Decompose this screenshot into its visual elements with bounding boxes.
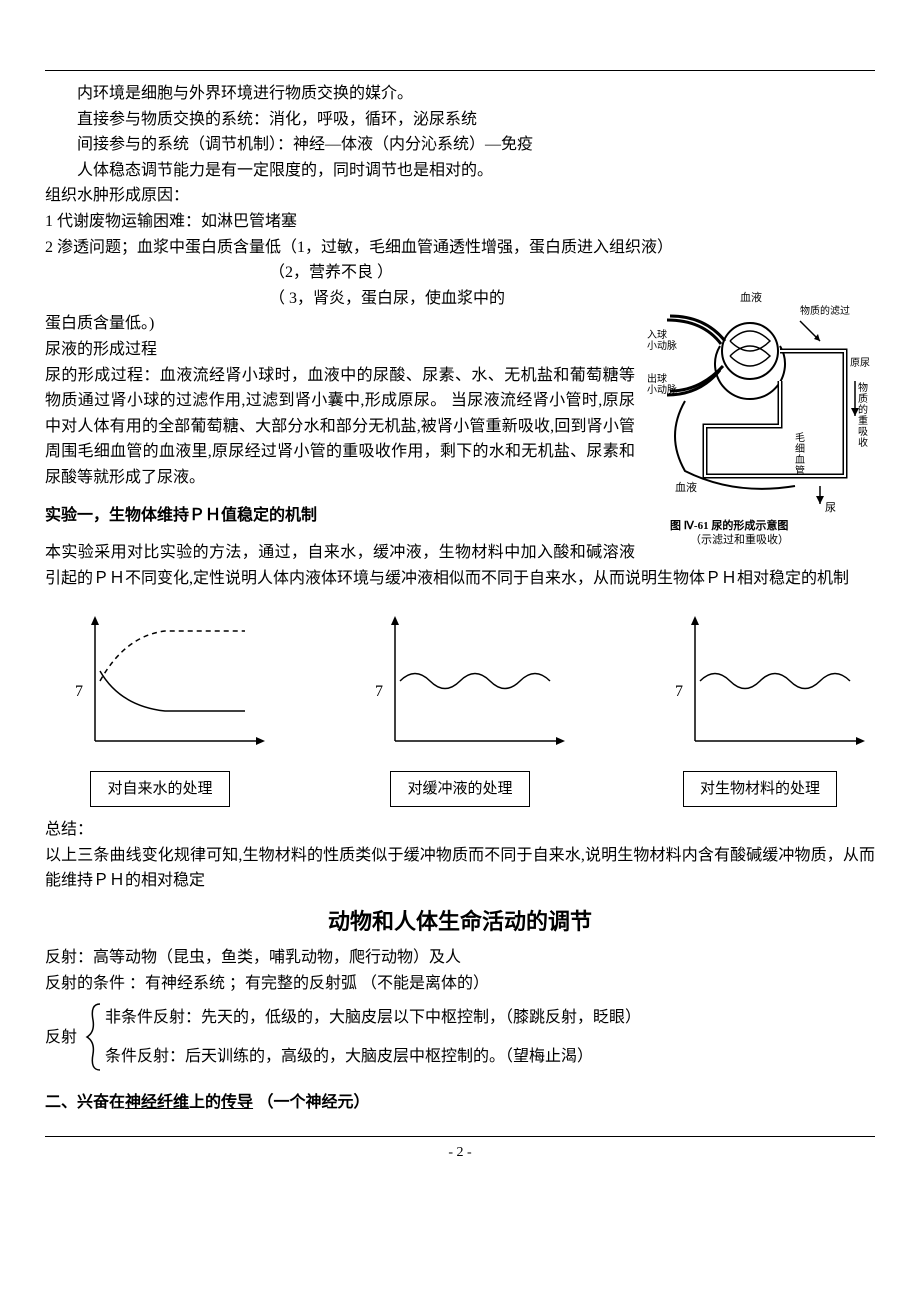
kidney-label-primary: 原尿 [850,357,870,369]
chart-2-svg: 7 [345,611,575,761]
kidney-label-filtrate: 物质的滤过 [800,304,850,317]
para-2: 直接参与物质交换的系统：消化，呼吸，循环，泌尿系统 [45,107,875,133]
svg-text:毛细血管: 毛细血管 [795,432,805,477]
kidney-label-blood-top: 血液 [740,290,762,304]
reflex-unconditional: 非条件反射：先天的，低级的，大脑皮层以下中枢控制，（膝跳反射，眨眼） [105,1005,641,1031]
reflex-conditional: 条件反射：后天训练的，高级的，大脑皮层中枢控制的。（望梅止渴） [105,1044,641,1070]
kidney-label-blood-bot: 血液 [675,480,697,494]
top-rule [45,70,875,71]
para-4: 人体稳态调节能力是有一定限度的，同时调节也是相对的。 [45,158,875,184]
para-5: 组织水肿形成原因： [45,183,875,209]
reflex-label: 反射 [45,1025,85,1051]
kidney-diagram-container: 血液 入球小动脉 出球小动脉 物质的滤过 原尿 毛细血管 物质的重吸收 血液 尿… [645,286,875,555]
chart-1-yaxis: 7 [75,683,83,700]
sec3-mid: 上的 [189,1094,221,1111]
section-3-title: 二、兴奋在神经纤维上的传导 （一个神经元） [45,1090,875,1116]
para-8: （2，营养不良 ） [45,260,875,286]
sec3-u2: 传导 [221,1094,253,1111]
sec3-pre: 二、兴奋在 [45,1094,125,1111]
chart-2: 7 对缓冲液的处理 [345,611,575,807]
reflex-brace-block: 反射 非条件反射：先天的，低级的，大脑皮层以下中枢控制，（膝跳反射，眨眼） 条件… [45,1002,875,1072]
chart-3-svg: 7 [645,611,875,761]
chart-1-caption: 对自来水的处理 [90,771,229,807]
reflex-line-2: 反射的条件 ：有神经系统 ；有完整的反射弧 （不能是离体的） [45,971,875,997]
chart-1: 7 对自来水的处理 [45,611,275,807]
charts-row: 7 对自来水的处理 7 对缓冲液的处理 [45,611,875,807]
kidney-caption-1: 图 Ⅳ-61 尿的形成示意图 [670,518,788,532]
chart-3-caption: 对生物材料的处理 [683,771,837,807]
chart-2-caption: 对缓冲液的处理 [390,771,529,807]
para-1: 内环境是细胞与外界环境进行物质交换的媒介。 [45,81,875,107]
para-3: 间接参与的系统（调节机制）：神经—体液（内分沁系统）—免疫 [45,132,875,158]
summary-body: 以上三条曲线变化规律可知,生物材料的性质类似于缓冲物质而不同于自来水,说明生物材… [45,843,875,894]
para-7: 2 渗透问题；血浆中蛋白质含量低（1，过敏，毛细血管通透性增强，蛋白质进入组织液… [45,235,875,261]
kidney-caption-2: （示滤过和重吸收） [690,532,789,546]
sec3-post: （一个神经元） [253,1094,369,1111]
kidney-diagram: 血液 入球小动脉 出球小动脉 物质的滤过 原尿 毛细血管 物质的重吸收 血液 尿… [645,286,875,546]
sec3-u1: 神经纤维 [125,1094,189,1111]
reflex-line-1: 反射：高等动物（昆虫，鱼类，哺乳动物，爬行动物）及人 [45,945,875,971]
page-number: - 2 - [45,1142,875,1164]
bottom-rule [45,1136,875,1137]
chart-3-yaxis: 7 [675,683,683,700]
chart-2-yaxis: 7 [375,683,383,700]
summary-label: 总结： [45,817,875,843]
para-6: 1 代谢废物运输困难：如淋巴管堵塞 [45,209,875,235]
chart-1-svg: 7 [45,611,275,761]
brace-icon [85,1002,105,1072]
chart-3: 7 对生物材料的处理 [645,611,875,807]
kidney-label-urine: 尿 [825,501,836,514]
svg-text:物质的重吸收: 物质的重吸收 [858,381,868,449]
section-2-title: 动物和人体生命活动的调节 [45,904,875,939]
